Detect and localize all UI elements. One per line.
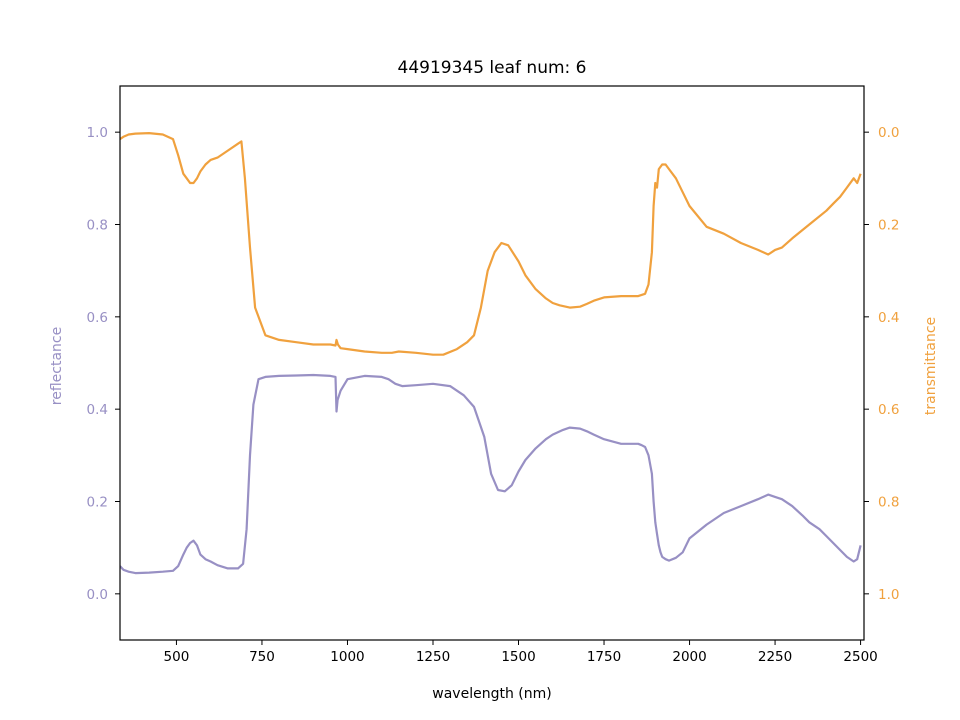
y-left-tick-label: 1.0 [87, 125, 108, 141]
x-tick-label: 1750 [587, 649, 621, 665]
reflectance-series-line [120, 373, 862, 575]
x-tick-label: 2500 [843, 649, 877, 665]
x-tick-label: 2000 [672, 649, 706, 665]
x-axis-label: wavelength (nm) [432, 686, 551, 702]
y-right-tick-label: 0.8 [878, 495, 899, 511]
plot-area [120, 132, 862, 575]
x-tick-label: 1500 [501, 649, 535, 665]
x-tick-label: 750 [249, 649, 275, 665]
y-right-tick-label: 0.6 [878, 402, 899, 418]
x-axis: 500 750 1000 1250 1500 1750 2000 2250 2500 [164, 640, 878, 665]
transmittance-series-line [120, 132, 862, 356]
x-tick-label: 1000 [330, 649, 364, 665]
y-left-tick-label: 0.4 [87, 402, 108, 418]
plot-frame [119, 85, 865, 641]
x-tick-label: 2250 [758, 649, 792, 665]
y-right-tick-label: 0.2 [878, 218, 899, 234]
x-tick-label: 500 [164, 649, 190, 665]
y-left-tick-label: 0.0 [87, 587, 108, 603]
y-right-tick-label: 1.0 [878, 587, 899, 603]
y-left-tick-label: 0.8 [87, 218, 108, 234]
y-axis-right: 0.0 0.2 0.4 0.6 0.8 1.0 [864, 125, 899, 603]
x-tick-label: 1250 [416, 649, 450, 665]
y-axis-left-label: reflectance [49, 327, 65, 405]
y-right-tick-label: 0.4 [878, 310, 899, 326]
y-right-tick-label: 0.0 [878, 125, 899, 141]
y-left-tick-label: 0.6 [87, 310, 108, 326]
y-axis-left: 0.0 0.2 0.4 0.6 0.8 1.0 [87, 125, 120, 603]
y-axis-right-label: transmittance [923, 317, 939, 415]
chart-title: 44919345 leaf num: 6 [398, 58, 587, 78]
y-left-tick-label: 0.2 [87, 495, 108, 511]
